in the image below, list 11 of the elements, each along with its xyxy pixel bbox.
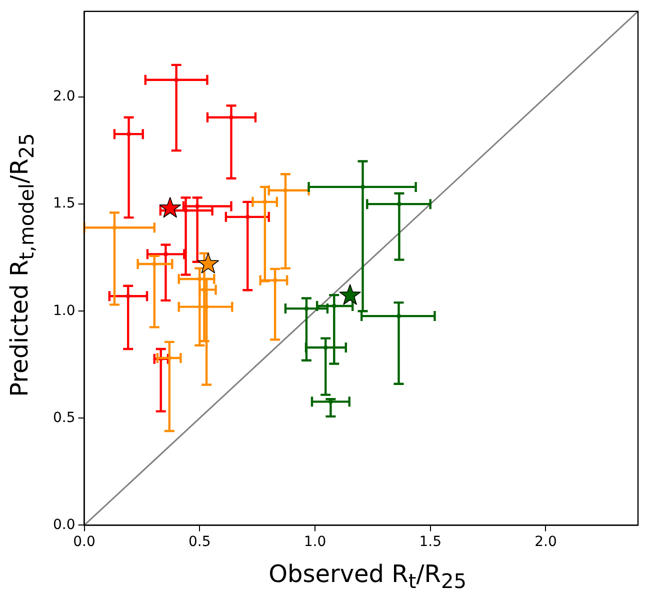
x-tick-label: 0.0 bbox=[73, 534, 96, 550]
x-axis-title: Observed R$_{t}$/R$_{25}$ bbox=[268, 560, 468, 593]
y-tick-label: 0.0 bbox=[53, 516, 76, 533]
x-tick-label: 1.5 bbox=[419, 534, 442, 550]
y-tick-label: 0.5 bbox=[53, 410, 76, 426]
x-tick-label: 0.5 bbox=[188, 534, 211, 550]
y-tick-label: 1.5 bbox=[53, 196, 76, 212]
y-tick-label: 1.0 bbox=[53, 302, 76, 319]
x-tick-label: 2.0 bbox=[534, 534, 557, 550]
y-tick-label: 2.0 bbox=[53, 88, 76, 105]
x-tick-label: 1.0 bbox=[304, 534, 326, 550]
